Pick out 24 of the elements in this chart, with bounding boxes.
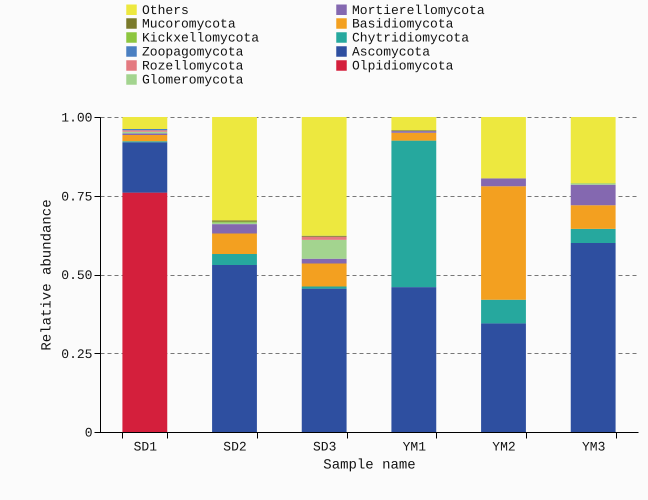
legend-label: Kickxellomycota	[142, 30, 260, 46]
y-tick-label: 0.50	[61, 268, 92, 283]
x-tick-label: SD3	[312, 440, 336, 454]
x-tick-label: YM3	[582, 440, 606, 454]
y-tick-label: 1.00	[61, 110, 92, 126]
x-tick-label: YM2	[492, 440, 516, 454]
legend-label: Glomeromycota	[142, 72, 244, 88]
legend-label: Zoopagomycota	[142, 44, 244, 60]
x-tick-label: SD1	[134, 440, 158, 454]
y-axis-title: Relative abundance	[39, 199, 56, 351]
legend-label: Basidiomycota	[352, 16, 454, 32]
x-tick-label: SD2	[223, 440, 247, 454]
x-tick-label: YM1	[402, 440, 426, 454]
legend-label: Olpidiomycota	[352, 58, 454, 74]
y-tick-label: 0.75	[61, 189, 92, 204]
legend-label: Ascomycota	[352, 44, 430, 60]
legend-label: Chytridiomycota	[352, 30, 470, 46]
y-tick-label: 0.25	[61, 346, 92, 362]
legend-label: Others	[142, 2, 189, 18]
legend-label: Mortierellomycota	[352, 2, 485, 18]
y-tick-label: 0	[84, 426, 92, 440]
x-axis-title: Sample name	[323, 458, 416, 474]
legend-label: Mucoromycota	[142, 16, 236, 32]
legend-label: Rozellomycota	[142, 58, 244, 74]
